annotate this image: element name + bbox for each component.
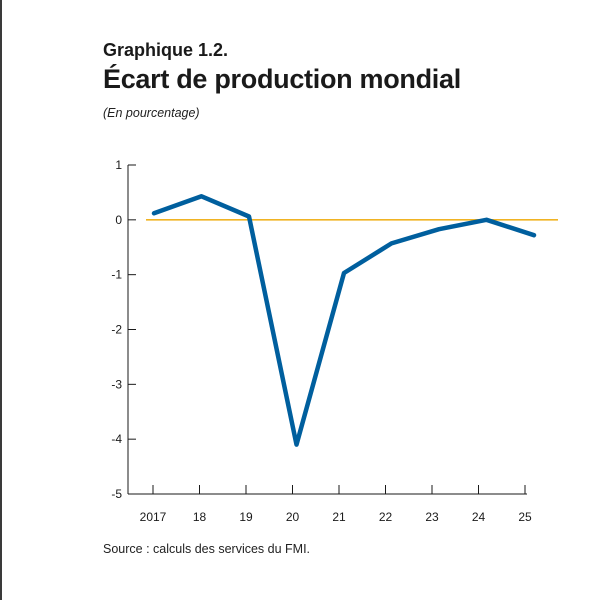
page-left-rule — [0, 0, 2, 600]
figure-number: Graphique 1.2. — [103, 40, 229, 60]
x-tick-label: 23 — [425, 510, 439, 524]
x-tick-label: 18 — [193, 510, 207, 524]
chart-tick-labels: 1 0 -1 -2 -3 -4 -5 2017 18 19 20 21 22 23 24 25 — [111, 158, 532, 524]
source-note: Source : calculs des services du FMI. — [103, 542, 311, 556]
chart-subtitle: (En pourcentage) — [103, 106, 200, 120]
x-tick-label: 20 — [286, 510, 300, 524]
chart-axes — [127, 164, 527, 495]
x-tick-label: 24 — [472, 510, 486, 524]
x-tick-label: 25 — [518, 510, 532, 524]
x-tick-label: 21 — [332, 510, 346, 524]
x-tick-label: 19 — [239, 510, 253, 524]
y-tick-label: -5 — [111, 487, 122, 501]
y-tick-label: 0 — [115, 213, 122, 227]
y-tick-label: -3 — [111, 377, 122, 391]
series-line — [151, 194, 537, 447]
y-tick-label: -2 — [111, 323, 122, 337]
y-tick-label: -4 — [111, 432, 122, 446]
chart-marks — [146, 194, 558, 447]
chart-title: Écart de production mondial — [103, 64, 461, 94]
x-tick-label: 22 — [379, 510, 393, 524]
x-tick-label: 2017 — [140, 510, 167, 524]
y-tick-label: -1 — [111, 268, 122, 282]
y-tick-label: 1 — [115, 158, 122, 172]
